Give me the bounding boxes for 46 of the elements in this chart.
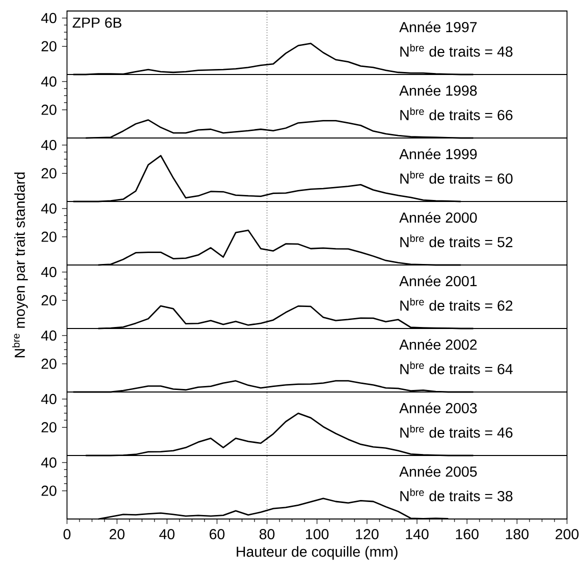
x-tick-label: 120 [356, 529, 379, 540]
y-tick-label: 20 [42, 41, 56, 52]
x-tick-label: 20 [110, 529, 124, 540]
x-tick-label: 140 [406, 529, 429, 540]
x-tick-label: 0 [64, 529, 70, 540]
x-tick-label: 40 [159, 529, 174, 540]
text: N$^{bre}$ de traits = 52 [400, 234, 512, 248]
y-tick-label: 20 [42, 104, 56, 115]
y-tick-label: 20 [42, 295, 56, 306]
x-tick-label: 60 [210, 529, 224, 540]
y-tick-label: 40 [41, 266, 56, 278]
y-axis-title: N$^{bre}$ moyen par trait standard [12, 172, 28, 358]
text: N$^{bre}$ de traits = 62 [400, 298, 512, 311]
y-tick-label: 20 [42, 358, 56, 369]
x-tick-label: 180 [506, 529, 529, 540]
y-tick-label: 40 [41, 12, 56, 24]
annotation: ZPP 6B [72, 18, 122, 28]
text: Année 1997 [399, 21, 477, 32]
text: Année 2000 [399, 212, 477, 223]
text: Année 2001 [399, 275, 477, 286]
y-tick-label: 20 [42, 232, 56, 242]
x-tick-label: 80 [260, 529, 274, 540]
text: N$^{bre}$ de traits = 60 [400, 171, 513, 184]
y-tick-label: 40 [41, 330, 56, 341]
text: N$^{bre}$ de traits = 38 [400, 488, 512, 502]
y-tick-label: 20 [42, 486, 56, 496]
text: Année 2002 [399, 338, 477, 350]
x-axis-title: Hauteur de coquille (mm) [236, 546, 398, 560]
y-tick-label: 40 [41, 203, 56, 214]
y-tick-label: 40 [41, 76, 56, 87]
text: N$^{bre}$ de traits = 64 [400, 362, 513, 374]
text: Année 2003 [399, 402, 477, 414]
y-tick-label: 40 [41, 457, 56, 468]
y-tick-label: 40 [41, 140, 56, 150]
y-tick-label: 40 [41, 394, 56, 404]
text: N$^{bre}$ de traits = 66 [400, 108, 512, 120]
y-tick-label: 20 [42, 168, 56, 178]
text: N$^{bre}$ de traits = 46 [400, 425, 512, 438]
text: Année 2005 [399, 466, 477, 477]
y-tick-label: 20 [42, 422, 56, 432]
x-tick-label: 160 [456, 529, 479, 540]
text: N$^{bre}$ de traits = 48 [400, 44, 512, 57]
text: Année 1998 [399, 84, 477, 96]
x-tick-label: 200 [556, 529, 579, 540]
text: Année 1999 [399, 148, 477, 160]
x-tick-label: 100 [306, 529, 329, 540]
